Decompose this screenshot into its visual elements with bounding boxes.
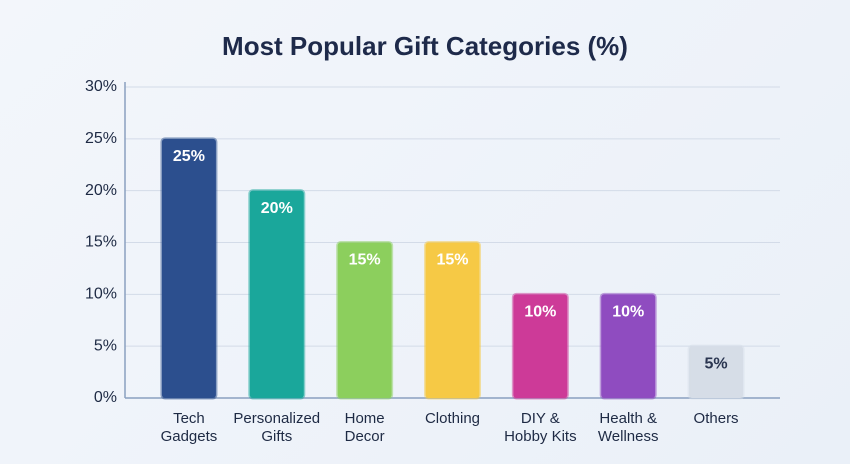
x-tick-label: DIY & Hobby Kits [504, 410, 577, 445]
y-tick-label: 25% [85, 130, 117, 147]
y-tick-label: 0% [94, 389, 117, 406]
value-label: 5% [705, 355, 728, 372]
value-label: 25% [173, 148, 205, 165]
x-tick-label: Home Decor [344, 410, 385, 445]
x-tick-label-box: Clothing [414, 410, 492, 428]
x-tick-label: Tech Gadgets [160, 410, 218, 445]
bar [511, 292, 569, 400]
x-tick-label-box: Home Decor [326, 410, 404, 446]
x-tick-label-box: Health & Wellness [589, 410, 667, 446]
x-tick-label: Clothing [424, 410, 481, 427]
y-tick-label: 15% [85, 234, 117, 251]
y-tick-label: 20% [85, 182, 117, 199]
chart-title: Most Popular Gift Categories (%) [222, 31, 628, 61]
bar [336, 241, 394, 400]
x-tick-label-box: Personalized Gifts [233, 410, 320, 446]
y-tick-label: 5% [94, 337, 117, 354]
x-tick-label-box: DIY & Hobby Kits [501, 410, 579, 446]
value-label: 10% [524, 304, 556, 321]
y-tick-label: 30% [85, 78, 117, 95]
bar [248, 189, 306, 400]
x-tick-label-box: Tech Gadgets [150, 410, 228, 446]
value-label: 20% [261, 200, 293, 217]
value-label: 10% [612, 304, 644, 321]
x-tick-label-box: Others [677, 410, 755, 428]
x-tick-label: Others [693, 410, 739, 427]
x-tick-label: Personalized Gifts [233, 410, 321, 445]
x-tick-label: Health & Wellness [597, 410, 659, 445]
bar [687, 344, 745, 400]
value-label: 15% [349, 252, 381, 269]
bar [424, 241, 481, 400]
bar [599, 292, 657, 400]
y-tick-label: 10% [85, 286, 117, 303]
value-label: 15% [436, 252, 468, 269]
bar [160, 137, 218, 400]
